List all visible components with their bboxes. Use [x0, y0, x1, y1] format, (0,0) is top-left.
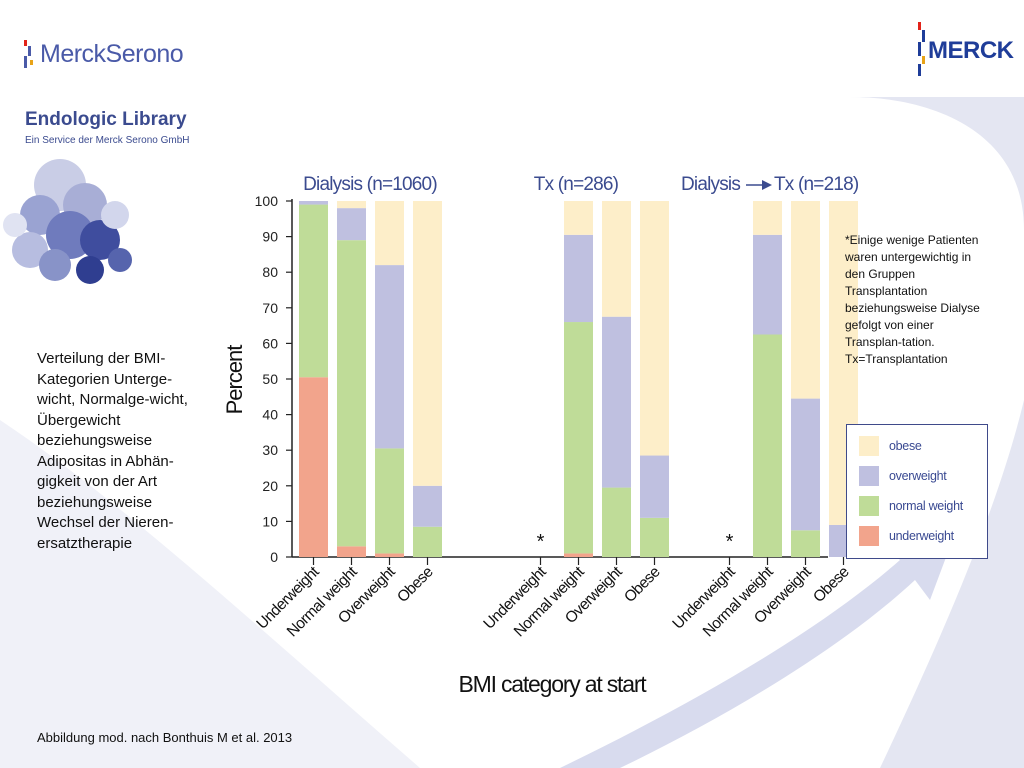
chart-legend: obese overweight normal weight underweig…	[846, 424, 988, 559]
legend-item-overweight: overweight	[859, 465, 947, 487]
bar-segment-normal-weight	[337, 240, 366, 547]
legend-label-obese: obese	[889, 439, 922, 453]
legend-swatch-underweight	[859, 526, 879, 546]
y-tick-label: 10	[262, 513, 278, 529]
bar-segment-normal-weight	[375, 448, 404, 554]
bar-segment-overweight	[337, 208, 366, 241]
bar-segment-obese	[602, 201, 631, 317]
bar-annotation: *	[726, 531, 734, 553]
group-title-arrow-head	[762, 180, 772, 190]
bar-segment-obese	[413, 201, 442, 486]
y-tick-label: 100	[255, 193, 279, 209]
bar-segment-obese	[640, 201, 669, 456]
bar-segment-overweight	[640, 455, 669, 518]
merck-logo-text: MERCK	[928, 37, 1014, 64]
footnote: *Einige wenige Patienten waren untergewi…	[845, 233, 980, 366]
bar-segment-overweight	[564, 234, 593, 323]
bar-segment-obese	[753, 201, 782, 235]
bar-segment-overweight	[753, 234, 782, 335]
bar-segment-normal-weight	[640, 517, 669, 557]
legend-label-overweight: overweight	[889, 469, 947, 483]
group-title-dialysis: Dialysis (n=1060)	[303, 174, 437, 195]
bar-segment-underweight	[564, 553, 593, 557]
bar-segment-normal-weight	[602, 487, 631, 557]
legend-label-underweight: underweight	[889, 529, 954, 543]
bar-segment-overweight	[413, 485, 442, 527]
y-tick-label: 20	[262, 478, 278, 494]
bar-segment-underweight	[299, 377, 328, 557]
legend-item-obese: obese	[859, 435, 922, 457]
merck-logo: MERCK	[916, 22, 1014, 82]
bar-segment-normal-weight	[753, 334, 782, 557]
legend-swatch-overweight	[859, 466, 879, 486]
group-title-tx: Tx (n=286)	[534, 174, 619, 195]
x-tick-label: Obese	[394, 564, 436, 606]
bar-annotation: *	[537, 531, 545, 553]
source-citation: Abbildung mod. nach Bonthuis M et al. 20…	[37, 730, 293, 745]
merck-logo-mark	[918, 22, 925, 76]
bar-segment-overweight	[791, 398, 820, 531]
figure-caption: Verteilung der BMI-Kategorien Unterge-wi…	[37, 350, 188, 552]
bar-segment-obese	[564, 201, 593, 235]
legend-swatch-normal-weight	[859, 496, 879, 516]
x-tick-label: Obese	[621, 564, 663, 606]
bar-segment-normal-weight	[791, 530, 820, 557]
merck-serono-logo: MerckSerono	[24, 34, 184, 74]
bar-segment-overweight	[375, 265, 404, 449]
merck-serono-logo-text: MerckSerono	[40, 39, 184, 68]
library-subtitle: Ein Service der Merck Serono GmbH	[25, 135, 190, 146]
y-tick-label: 50	[262, 371, 278, 387]
x-tick-label: Obese	[810, 564, 852, 606]
y-tick-label: 60	[262, 335, 278, 351]
molecule-decoration	[3, 159, 132, 284]
group-title-dialysis-to-tx-left: Dialysis	[681, 174, 740, 195]
x-axis-title: BMI category at start	[459, 671, 648, 697]
group-title-dialysis-to-tx-right: Tx (n=218)	[774, 174, 859, 195]
bar-segment-obese	[791, 201, 820, 399]
y-tick-label: 30	[262, 442, 278, 458]
y-axis-title: Percent	[222, 345, 247, 415]
y-tick-label: 40	[262, 407, 278, 423]
bar-segment-overweight	[602, 316, 631, 488]
bar-segment-normal-weight	[299, 204, 328, 378]
bar-segment-normal-weight	[564, 322, 593, 554]
legend-label-normal-weight: normal weight	[889, 499, 963, 513]
bar-segment-underweight	[337, 546, 366, 557]
legend-item-normal-weight: normal weight	[859, 495, 963, 517]
bar-segment-underweight	[375, 553, 404, 557]
legend-swatch-obese	[859, 436, 879, 456]
y-tick-label: 90	[262, 229, 278, 245]
y-tick-label: 70	[262, 300, 278, 316]
y-tick-label: 0	[270, 549, 278, 565]
bar-segment-obese	[337, 201, 366, 209]
y-tick-label: 80	[262, 264, 278, 280]
merck-serono-logo-mark	[24, 40, 33, 68]
bar-segment-overweight	[299, 201, 328, 205]
bar-segment-normal-weight	[413, 526, 442, 557]
legend-item-underweight: underweight	[859, 525, 954, 547]
library-title: Endologic Library	[25, 109, 187, 130]
bar-segment-obese	[375, 201, 404, 266]
